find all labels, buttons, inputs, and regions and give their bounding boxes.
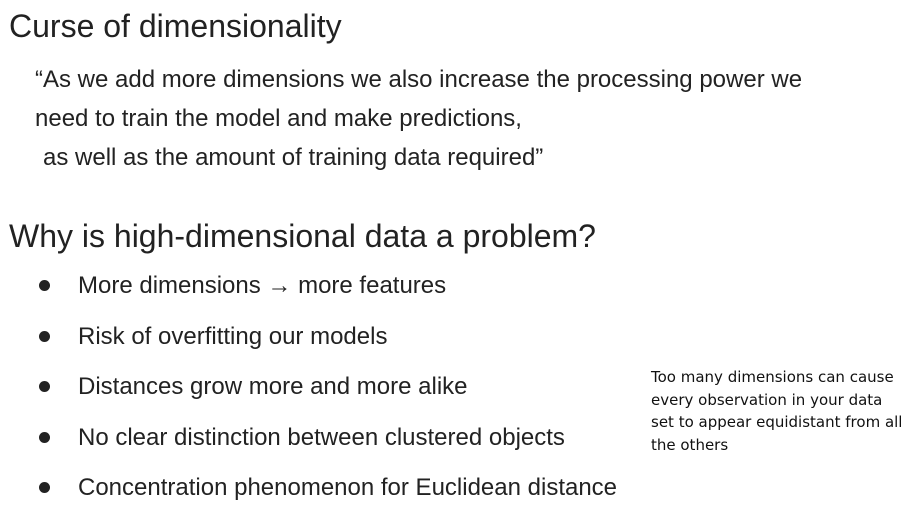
bullet-text: Distances grow more and more alike [78,373,468,400]
bullet-dot-icon [39,431,50,443]
note-line: set to appear equidistant from all [651,413,903,431]
bullet-dot-icon [39,330,50,342]
quote-line: need to train the model and make predict… [35,105,522,132]
bullet-dot-icon [39,482,50,493]
bullet-text: More dimensions → more features [78,272,447,299]
bullet-dot-icon [39,381,50,392]
bullet-text: Concentration phenomenon for Euclidean d… [78,474,618,501]
quote-line: “As we add more dimensions we also incre… [35,66,803,93]
note-line: every observation in your data [651,390,883,409]
section-heading: Why is high-dimensional data a problem? [9,218,596,254]
quote-line: as well as the amount of training data r… [43,144,544,171]
page-title: Curse of dimensionality [9,8,342,44]
bullet-text: Risk of overfitting our models [78,322,388,350]
side-note: Too many dimensions can cause every obse… [651,366,909,456]
note-line: Too many dimensions can cause [651,368,894,386]
note-line: the others [651,435,729,454]
quote-block: “As we add more dimensions we also incre… [35,60,802,177]
bullet-text: No clear distinction between clustered o… [78,423,565,451]
bullet-dot-icon [39,280,50,291]
